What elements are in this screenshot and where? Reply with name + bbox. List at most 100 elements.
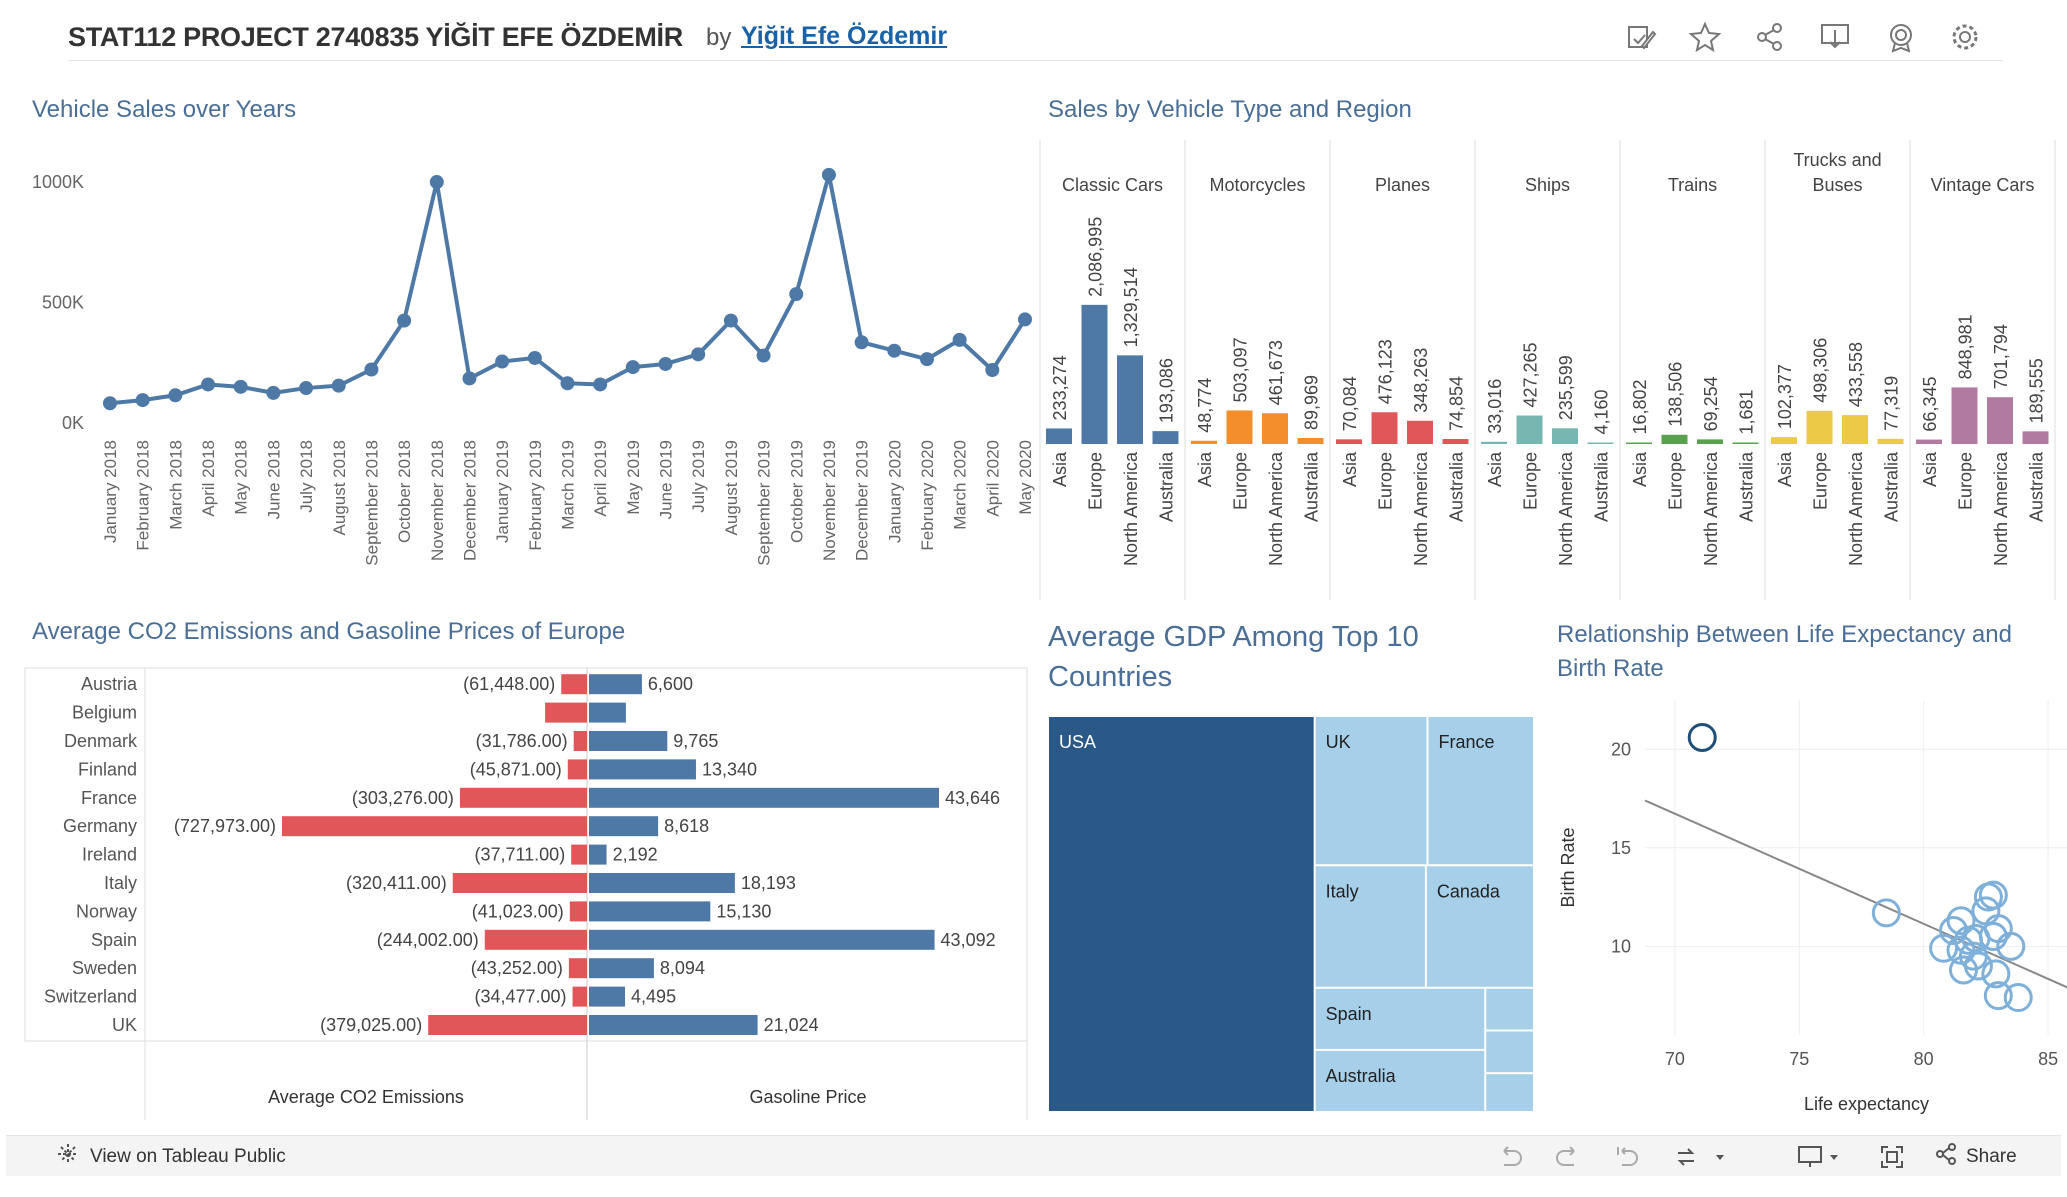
x-tick-label: November 2019 [820,440,839,561]
country-label: Spain [91,930,137,950]
trend-line [1644,799,2067,989]
region-tick-label: Asia [1630,451,1650,487]
co2-value-label: (43,252.00) [471,958,563,978]
country-label: France [81,788,137,808]
region-tick-label: Australia [2027,451,2047,522]
author-link[interactable]: Yiğit Efe Özdemir [741,22,948,50]
treemap-cell [1315,988,1485,1049]
sales-point [429,175,444,190]
scatter-point [1996,931,2026,961]
bar-value-label: 348,263 [1411,348,1431,413]
gas-value-label: 2,192 [613,845,658,865]
gear-icon[interactable] [1948,20,1982,54]
region-bar [1987,397,2013,444]
edit-icon[interactable] [1624,20,1658,54]
bar-value-label: 48,774 [1195,378,1215,433]
region-tick-label: Australia [1157,451,1177,522]
bar-value-label: 1,329,514 [1121,267,1141,347]
x-tick-label: April 2020 [983,440,1002,517]
sales-point [299,381,314,396]
sales-point [201,377,216,392]
co2-value-label: (61,448.00) [463,674,555,694]
sales-point [1018,312,1032,327]
x-tick-label: June 2019 [657,440,676,519]
x-tick-label: January 2018 [101,440,120,543]
treemap-cell-label: France [1438,732,1494,752]
region-bar [1877,438,1904,444]
revert-icon[interactable] [1612,1143,1640,1171]
scatter-point [1978,880,2008,910]
sales-point [364,362,379,377]
x-tick-label: March 2018 [166,440,185,530]
gas-value-label: 4,495 [631,987,676,1007]
view-on-tableau-public-button[interactable]: View on Tableau Public [56,1142,286,1172]
device-icon[interactable] [1796,1143,1856,1171]
undo-icon[interactable] [1496,1143,1524,1171]
region-tick-label: Asia [1050,451,1070,487]
x-tick-label: April 2018 [199,440,218,517]
x-tick-label: May 2018 [232,440,251,515]
y-tick-label: 20 [1611,739,1631,759]
refresh-icon[interactable] [1672,1143,1732,1171]
redo-icon[interactable] [1554,1143,1582,1171]
region-bar [1297,438,1324,444]
share-nodes-icon[interactable] [1753,20,1787,54]
region-bar-chart[interactable]: Classic Cars 233,274 Asia 2,086,995 Europe 1,… [1039,130,2060,600]
region-bar [1336,439,1362,444]
scatter-point [1948,955,1978,985]
sales-point [658,356,673,371]
treemap-cell [1486,1031,1533,1073]
co2-value-label: (31,786.00) [476,731,568,751]
bar-value-label: 70,084 [1340,376,1360,431]
region-bar [1626,442,1652,444]
badge-icon[interactable] [1884,20,1918,54]
sales-point [331,378,346,393]
treemap-title: Average GDP Among Top 10 Countries [1048,617,1419,697]
treemap-title-line1: Average GDP Among Top 10 [1048,621,1419,653]
sales-point [135,393,150,408]
country-label: Belgium [72,703,137,723]
x-tick-label: 70 [1665,1049,1685,1069]
treemap-cell-label: Australia [1326,1066,1397,1086]
region-bar [1442,439,1469,444]
europe-bar-chart[interactable]: Austria (61,448.00) 6,600 Belgium Denmark (31… [0,660,1040,1120]
region-tick-label: North America [1846,451,1866,566]
region-bar [1371,412,1398,444]
co2-bar [573,731,587,751]
co2-value-label: (303,276.00) [352,788,454,808]
x-tick-label: June 2018 [264,440,283,519]
line-chart-title: Vehicle Sales over Years [32,96,297,123]
x-tick-label: 80 [1914,1049,1934,1069]
bar-value-label: 102,377 [1775,364,1795,429]
x-tick-label: 75 [1789,1049,1809,1069]
gas-price-bar [589,1015,758,1035]
sales-point [985,362,1000,377]
fullscreen-icon[interactable] [1878,1143,1906,1171]
scatter-plot[interactable]: 70 75 80 85 10 15 20 Life expectancy Birth Rate [1540,690,2067,1120]
region-bar [2022,431,2049,444]
region-tick-label: Europe [1811,452,1831,510]
gas-value-label: 15,130 [716,901,771,921]
y-tick-label: 0K [62,413,84,433]
bar-value-label: 433,558 [1846,342,1866,407]
region-tick-label: North America [1556,451,1576,566]
country-label: Norway [76,901,137,921]
bar-value-label: 16,802 [1630,379,1650,434]
gas-price-bar [589,929,935,950]
line-chart[interactable]: 0K 500K 1000K January 2018 February 2018 Marc… [0,140,1040,600]
scatter-point [1929,933,1959,963]
gas-price-bar [589,702,626,723]
download-icon[interactable] [1818,20,1852,54]
region-bar [1407,420,1433,444]
x-tick-label: May 2020 [1016,440,1035,515]
region-tick-label: Europe [1666,452,1686,510]
europe-chart-title: Average CO2 Emissions and Gasoline Price… [32,618,626,645]
gdp-treemap[interactable]: USA UK France Italy Canada Spain Australia [1048,716,1534,1112]
x-tick-label: September 2018 [362,440,381,566]
co2-bar [428,1015,587,1035]
share-button[interactable]: Share [1934,1142,2017,1172]
bar-value-label: 848,981 [1956,314,1976,379]
gas-price-bar [589,674,642,695]
region-chart-title: Sales by Vehicle Type and Region [1048,96,1412,123]
star-icon[interactable] [1688,20,1722,54]
